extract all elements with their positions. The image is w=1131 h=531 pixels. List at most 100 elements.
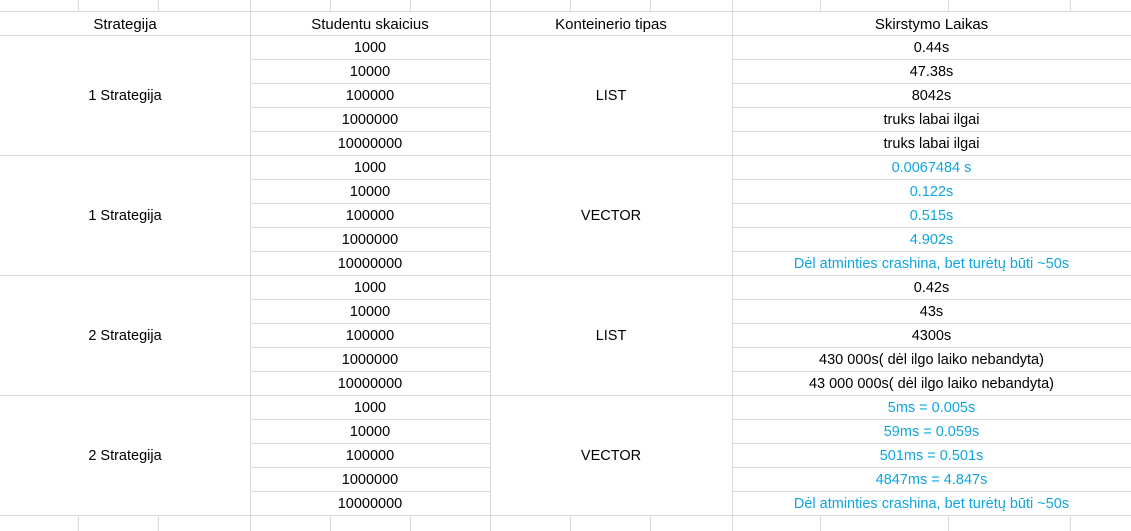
time-cell[interactable]: truks labai ilgai (883, 135, 980, 152)
students-count-cell[interactable]: 1000 (353, 159, 387, 176)
time-cell[interactable]: 0.0067484 s (891, 159, 972, 176)
gridline-h (250, 323, 490, 324)
container-type-cell[interactable]: VECTOR (580, 207, 642, 224)
gridline-h (250, 227, 490, 228)
gridline-v (948, 516, 949, 531)
header-students[interactable]: Studentu skaicius (311, 15, 429, 33)
time-cell[interactable]: 0.42s (913, 279, 950, 296)
gridline-v (158, 0, 159, 12)
students-count-cell[interactable]: 10000000 (337, 255, 403, 272)
time-cell[interactable]: 8042s (911, 87, 952, 104)
time-cell[interactable]: 4300s (911, 327, 952, 344)
time-cell[interactable]: 430 000s( dėl ilgo laiko nebandyta) (819, 351, 1044, 368)
time-cell[interactable]: 43s (919, 303, 944, 320)
gridline-v (410, 516, 411, 531)
container-type-cell[interactable]: LIST (595, 87, 627, 104)
gridline-v (330, 0, 331, 12)
gridline-v (948, 0, 949, 12)
container-type-cell[interactable]: LIST (595, 327, 627, 344)
gridline-h (0, 395, 1131, 396)
students-count-cell[interactable]: 10000 (349, 183, 391, 200)
time-cell[interactable]: 43 000 000s( dėl ilgo laiko nebandyta) (808, 375, 1055, 392)
students-count-cell[interactable]: 1000000 (341, 471, 399, 488)
strategy-cell[interactable]: 2 Strategija (88, 447, 162, 464)
gridline-h (732, 227, 1131, 228)
gridline-h (732, 323, 1131, 324)
time-cell[interactable]: Dėl atminties crashina, bet turėtų būti … (793, 495, 1070, 512)
students-count-cell[interactable]: 10000000 (337, 135, 403, 152)
students-count-cell[interactable]: 100000 (345, 327, 395, 344)
time-cell[interactable]: 0.122s (909, 183, 954, 200)
students-count-cell[interactable]: 10000000 (337, 375, 403, 392)
gridline-h (0, 155, 1131, 156)
gridline-h (0, 275, 1131, 276)
header-strategy[interactable]: Strategija (93, 15, 157, 33)
students-count-cell[interactable]: 10000 (349, 423, 391, 440)
gridline-h (250, 299, 490, 300)
time-cell[interactable]: Dėl atminties crashina, bet turėtų būti … (793, 255, 1070, 272)
strategy-cell[interactable]: 1 Strategija (88, 207, 162, 224)
time-cell[interactable]: 59ms = 0.059s (883, 423, 980, 440)
header-container[interactable]: Konteinerio tipas (555, 15, 667, 33)
gridline-h (732, 371, 1131, 372)
gridline-h (732, 299, 1131, 300)
students-count-cell[interactable]: 1000000 (341, 231, 399, 248)
container-type-cell[interactable]: VECTOR (580, 447, 642, 464)
students-count-cell[interactable]: 1000 (353, 279, 387, 296)
gridline-v (820, 0, 821, 12)
gridline-h (250, 491, 490, 492)
gridline-v (78, 0, 79, 12)
gridline-h (250, 347, 490, 348)
gridline-h (732, 203, 1131, 204)
gridline-v (650, 516, 651, 531)
time-cell[interactable]: 4.902s (909, 231, 954, 248)
gridline-v (158, 516, 159, 531)
gridline-h (0, 35, 1131, 36)
time-cell[interactable]: 501ms = 0.501s (879, 447, 984, 464)
gridline-v (1070, 0, 1071, 12)
gridline-h (250, 443, 490, 444)
time-cell[interactable]: 0.44s (913, 39, 950, 56)
students-count-cell[interactable]: 1000 (353, 39, 387, 56)
gridline-h (732, 179, 1131, 180)
gridline-v (490, 0, 491, 531)
time-cell[interactable]: 0.515s (909, 207, 954, 224)
gridline-h (732, 443, 1131, 444)
gridline-v (330, 516, 331, 531)
gridline-h (732, 491, 1131, 492)
gridline-h (250, 203, 490, 204)
students-count-cell[interactable]: 1000000 (341, 351, 399, 368)
gridline-h (250, 371, 490, 372)
students-count-cell[interactable]: 1000000 (341, 111, 399, 128)
gridline-h (250, 59, 490, 60)
gridline-h (250, 179, 490, 180)
time-cell[interactable]: truks labai ilgai (883, 111, 980, 128)
gridline-v (570, 516, 571, 531)
gridline-v (650, 0, 651, 12)
time-cell[interactable]: 5ms = 0.005s (887, 399, 976, 416)
time-cell[interactable]: 47.38s (909, 63, 954, 80)
students-count-cell[interactable]: 100000 (345, 87, 395, 104)
gridline-h (250, 251, 490, 252)
time-cell[interactable]: 4847ms = 4.847s (875, 471, 988, 488)
students-count-cell[interactable]: 1000 (353, 399, 387, 416)
students-count-cell[interactable]: 10000 (349, 63, 391, 80)
gridline-h (732, 467, 1131, 468)
gridline-h (732, 419, 1131, 420)
gridline-h (250, 107, 490, 108)
students-count-cell[interactable]: 10000 (349, 303, 391, 320)
gridline-h (732, 59, 1131, 60)
gridline-v (732, 0, 733, 531)
students-count-cell[interactable]: 100000 (345, 207, 395, 224)
header-time[interactable]: Skirstymo Laikas (874, 15, 989, 33)
gridline-h (250, 131, 490, 132)
students-count-cell[interactable]: 100000 (345, 447, 395, 464)
gridline-h (0, 515, 1131, 516)
strategy-cell[interactable]: 1 Strategija (88, 87, 162, 104)
gridline-h (250, 83, 490, 84)
strategy-cell[interactable]: 2 Strategija (88, 327, 162, 344)
gridline-v (78, 516, 79, 531)
students-count-cell[interactable]: 10000000 (337, 495, 403, 512)
gridline-v (570, 0, 571, 12)
